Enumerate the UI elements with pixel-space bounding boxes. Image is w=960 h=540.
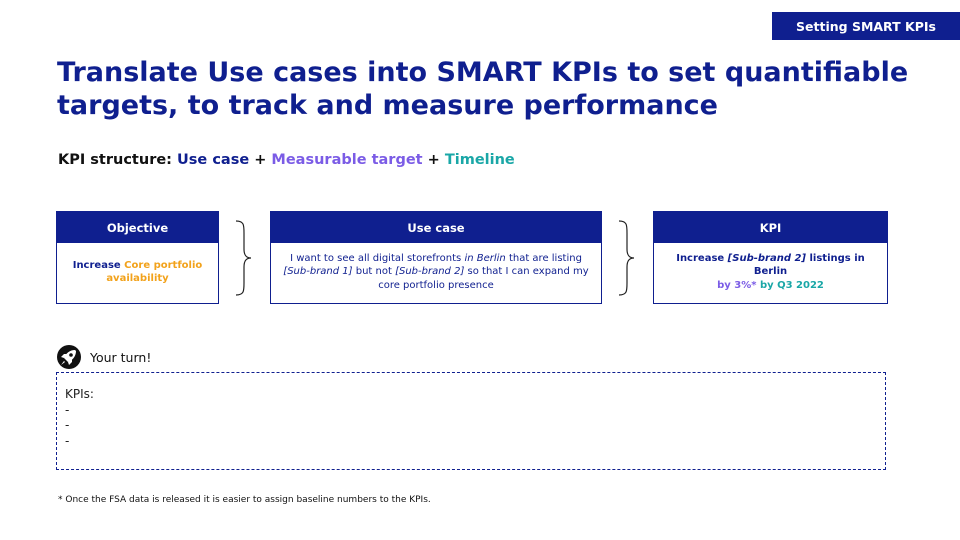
kpi-structure-timeline: Timeline xyxy=(444,152,515,168)
kpi-text: listings in Berlin xyxy=(753,252,865,278)
kpi-text: Increase xyxy=(676,252,728,264)
use-case-body: I want to see all digital storefronts in… xyxy=(271,243,601,301)
kpi-sub-brand: [Sub-brand 2] xyxy=(727,252,806,264)
kpi-timeline: by Q3 2022 xyxy=(756,279,824,291)
section-tag: Setting SMART KPIs xyxy=(772,12,960,40)
kpi-line: - xyxy=(65,433,70,448)
objective-header: Objective xyxy=(57,212,218,243)
objective-body: Increase Core portfolio availability xyxy=(57,243,218,301)
objective-card: Objective Increase Core portfolio availa… xyxy=(56,211,219,304)
kpi-area-label: KPIs: xyxy=(65,387,94,401)
use-case-text: but not xyxy=(352,266,396,278)
your-turn: Your turn! xyxy=(56,343,151,371)
kpi-input-area[interactable]: KPIs: - - - xyxy=(56,372,886,470)
kpi-body: Increase [Sub-brand 2] listings in Berli… xyxy=(654,243,887,301)
kpi-structure: KPI structure: Use case + Measurable tar… xyxy=(58,152,515,168)
use-case-header: Use case xyxy=(271,212,601,243)
objective-text-core: Core portfolio availability xyxy=(106,259,203,285)
kpi-structure-plus: + xyxy=(249,152,272,168)
kpi-structure-measurable: Measurable target xyxy=(271,152,423,168)
use-case-text: I want to see all digital storefronts xyxy=(290,252,465,264)
kpi-line: - xyxy=(65,402,70,417)
kpi-line: - xyxy=(65,418,70,432)
use-case-text: that are listing xyxy=(505,252,582,264)
kpi-measurable: by 3%* xyxy=(717,279,757,291)
use-case-location: in Berlin xyxy=(464,252,506,264)
kpi-card: KPI Increase [Sub-brand 2] listings in B… xyxy=(653,211,888,304)
objective-text-increase: Increase xyxy=(72,259,125,271)
kpi-header: KPI xyxy=(654,212,887,243)
rocket-icon xyxy=(57,345,81,369)
kpi-structure-prefix: KPI structure: xyxy=(58,152,178,168)
kpi-structure-use-case: Use case xyxy=(177,152,250,168)
right-brace-icon xyxy=(618,220,635,296)
kpi-structure-plus: + xyxy=(422,152,445,168)
right-brace-icon xyxy=(235,220,252,296)
use-case-sub-brand-2: [Sub-brand 2] xyxy=(395,266,465,278)
footnote: * Once the FSA data is released it is ea… xyxy=(58,495,431,505)
page-title: Translate Use cases into SMART KPIs to s… xyxy=(57,57,909,121)
your-turn-label: Your turn! xyxy=(90,349,152,365)
use-case-sub-brand-1: [Sub-brand 1] xyxy=(283,266,353,278)
use-case-text: so that I can expand my core portfolio p… xyxy=(378,266,589,291)
use-case-card: Use case I want to see all digital store… xyxy=(270,211,602,304)
